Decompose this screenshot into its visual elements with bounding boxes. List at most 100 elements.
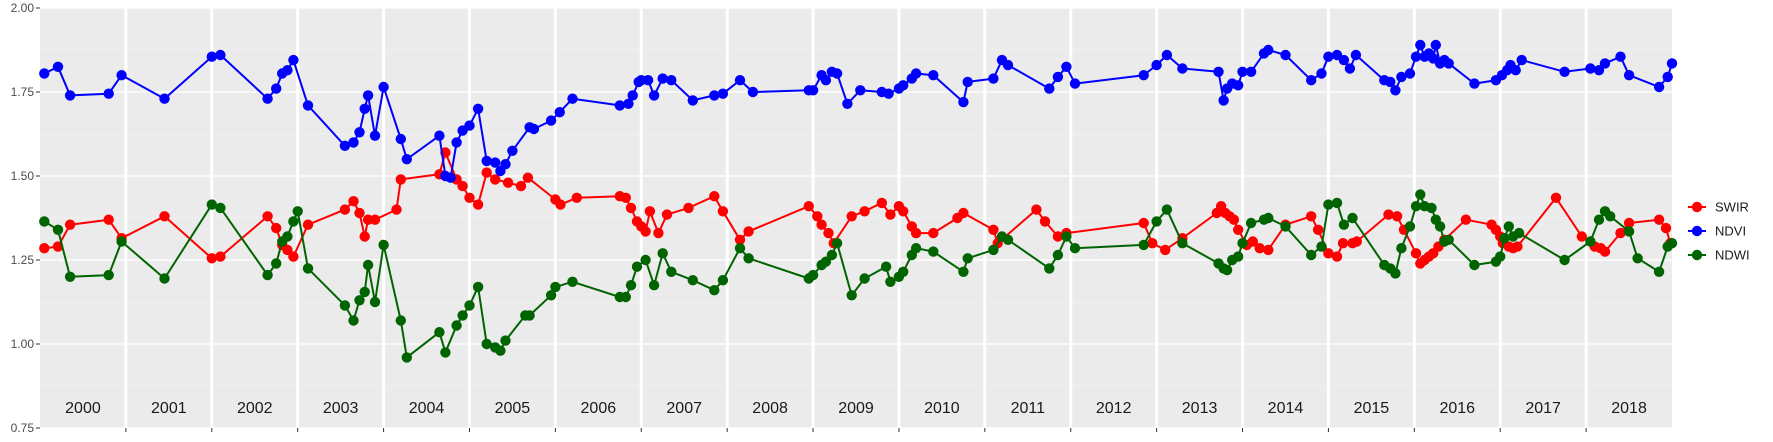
data-point-ndwi [620,291,631,303]
legend-label: NDWI [1715,248,1750,263]
data-point-ndwi [500,335,511,346]
data-point-ndwi [545,290,557,301]
data-point-ndvi [709,90,720,101]
data-point-ndvi [1404,68,1416,79]
data-point-swir [464,192,475,203]
data-point-ndvi [928,70,939,81]
data-point-swir [1323,248,1334,259]
data-point-ndvi [464,120,475,131]
data-point-ndwi [1323,199,1334,210]
data-point-ndwi [354,295,365,306]
legend-item-swir: SWIR [1688,200,1749,215]
data-point-ndwi [1623,226,1635,237]
data-point-ndwi [472,281,484,293]
data-point-ndwi [1061,231,1072,242]
year-label: 2012 [1096,400,1132,417]
year-label: 2010 [924,400,960,417]
data-point-ndwi [625,280,637,291]
data-point-ndwi [1245,217,1257,229]
data-point-ndwi [271,258,282,269]
year-label: 2006 [581,400,617,417]
data-point-swir [1254,243,1265,254]
data-point-ndvi [354,127,365,138]
data-point-swir [1147,238,1158,249]
data-point-swir [282,244,293,256]
data-point-ndvi [395,133,406,145]
data-point-swir [481,167,492,178]
data-point-ndvi [807,85,819,96]
data-point-swir [1351,236,1363,247]
data-point-ndwi [1495,251,1506,262]
data-point-swir [395,174,406,185]
data-point-ndwi [687,275,698,286]
data-point-ndwi [988,244,999,256]
data-point-ndvi [687,95,698,106]
series-layer [39,39,1678,363]
data-point-ndvi [528,123,540,135]
data-point-ndwi [846,290,857,301]
y-tick-label: 1.00 [11,337,35,351]
data-point-ndvi [262,93,273,104]
data-point-ndwi [1499,233,1510,244]
data-point-swir [734,234,746,245]
data-point-ndwi [1390,268,1401,279]
data-point-swir [206,253,217,264]
data-point-ndvi [1443,58,1454,69]
data-point-ndwi [292,206,303,217]
data-point-ndvi [1316,68,1327,79]
data-point-ndvi [747,86,759,98]
data-point-swir [1312,224,1324,235]
data-point-swir [262,211,273,222]
data-point-ndwi [1177,238,1188,249]
data-point-ndvi [1623,70,1635,81]
data-point-swir [1512,241,1523,252]
data-point-ndwi [362,259,374,271]
data-point-ndvi [1415,39,1426,51]
data-point-ndwi [1605,211,1616,222]
data-point-swir [625,202,637,214]
year-label: 2015 [1354,400,1390,417]
data-point-ndwi [717,275,729,286]
data-point-swir [215,251,226,262]
data-point-ndvi [434,130,445,141]
data-point-ndvi [1653,81,1665,93]
data-point-swir [1263,244,1274,256]
y-tick-label: 1.75 [11,85,35,99]
data-point-ndvi [545,115,557,126]
data-point-ndvi [567,93,578,104]
data-point-ndwi [495,345,506,356]
data-point-ndwi [1404,221,1416,232]
data-point-ndvi [883,88,894,99]
year-label: 2002 [237,400,273,417]
data-point-ndvi [64,90,76,101]
data-point-swir [288,251,299,262]
data-point-ndwi [885,276,896,287]
legend-item-ndwi: NDWI [1688,248,1750,263]
data-point-swir [1160,244,1171,256]
data-point-swir [1615,227,1626,239]
data-point-ndvi [1151,59,1162,71]
data-point-ndvi [271,83,282,94]
data-point-ndvi [302,100,314,111]
data-point-ndwi [1237,238,1248,249]
data-point-swir [1383,209,1394,220]
data-point-ndvi [1213,66,1224,78]
data-point-swir [1306,211,1317,222]
data-point-ndvi [648,90,660,101]
data-point-ndwi [440,347,451,358]
data-point-ndwi [648,280,660,291]
data-point-ndwi [1161,204,1173,215]
data-point-swir [359,231,370,242]
data-point-ndvi [1385,76,1396,88]
data-point-swir [988,224,999,235]
data-point-ndvi [500,159,511,170]
data-point-ndvi [1237,66,1248,78]
year-label: 2000 [65,400,101,417]
data-point-ndwi [481,338,492,350]
y-axis: 0.75 1.00 1.25 1.50 1.75 2.00 [11,1,1587,435]
data-point-ndwi [898,266,909,277]
data-point-ndvi [490,157,501,168]
data-point-ndvi [614,100,625,111]
data-point-ndvi [288,54,299,66]
